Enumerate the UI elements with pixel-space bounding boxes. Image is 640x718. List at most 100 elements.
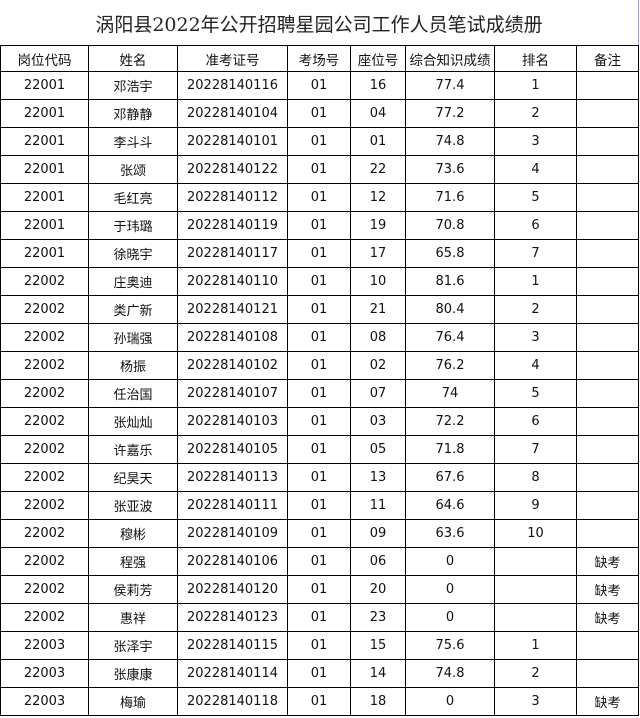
cell-rank: 2 (494, 659, 577, 688)
cell-exam-room: 01 (287, 127, 351, 156)
cell-position-code: 22002 (0, 351, 89, 380)
cell-remark: 缺考 (576, 575, 639, 604)
cell-seat-number: 16 (350, 71, 406, 100)
cell-rank: 9 (494, 491, 577, 520)
cell-name: 张康康 (88, 659, 178, 688)
cell-exam-number: 20228140102 (177, 351, 288, 380)
cell-rank: 1 (494, 631, 577, 660)
cell-position-code: 22002 (0, 407, 89, 436)
cell-exam-room: 01 (287, 603, 351, 632)
cell-exam-room: 01 (287, 547, 351, 576)
header-rank: 排名 (494, 45, 577, 72)
cell-exam-room: 01 (287, 71, 351, 100)
table-row: 22003 张康康 20228140114 01 14 74.8 2 (0, 659, 639, 688)
cell-name: 杨振 (88, 351, 178, 380)
cell-remark (576, 351, 639, 380)
cell-remark (576, 323, 639, 352)
cell-rank (494, 575, 577, 604)
cell-score: 75.6 (405, 631, 495, 660)
cell-rank: 2 (494, 295, 577, 324)
table-row: 22002 庄奥迪 20228140110 01 10 81.6 1 (0, 267, 639, 296)
cell-exam-room: 01 (287, 183, 351, 212)
cell-exam-room: 01 (287, 267, 351, 296)
cell-position-code: 22001 (0, 183, 89, 212)
cell-rank: 4 (494, 351, 577, 380)
cell-score: 74 (405, 379, 495, 408)
cell-score: 0 (405, 687, 495, 716)
cell-remark (576, 631, 639, 660)
cell-seat-number: 02 (350, 351, 406, 380)
table-row: 22002 程强 20228140106 01 06 0 缺考 (0, 547, 639, 576)
cell-remark (576, 155, 639, 184)
header-seat-number: 座位号 (350, 45, 406, 72)
cell-remark (576, 463, 639, 492)
cell-exam-number: 20228140106 (177, 547, 288, 576)
cell-name: 张亚波 (88, 491, 178, 520)
cell-exam-number: 20228140108 (177, 323, 288, 352)
cell-rank: 5 (494, 183, 577, 212)
cell-exam-room: 01 (287, 575, 351, 604)
cell-seat-number: 07 (350, 379, 406, 408)
cell-seat-number: 09 (350, 519, 406, 548)
cell-name: 毛红亮 (88, 183, 178, 212)
cell-rank: 3 (494, 687, 577, 716)
cell-seat-number: 05 (350, 435, 406, 464)
cell-rank (494, 603, 577, 632)
header-name: 姓名 (88, 45, 178, 72)
cell-seat-number: 15 (350, 631, 406, 660)
cell-name: 许嘉乐 (88, 435, 178, 464)
table-row: 22001 毛红亮 20228140112 01 12 71.6 5 (0, 183, 639, 212)
cell-position-code: 22002 (0, 575, 89, 604)
table-row: 22001 张颂 20228140122 01 22 73.6 4 (0, 155, 639, 184)
score-table: 岗位代码 姓名 准考证号 考场号 座位号 综合知识成绩 排名 备注 22001 邓浩宇 20228… (0, 45, 639, 716)
cell-exam-number: 20228140122 (177, 155, 288, 184)
cell-seat-number: 04 (350, 99, 406, 128)
cell-exam-number: 20228140120 (177, 575, 288, 604)
cell-exam-number: 20228140109 (177, 519, 288, 548)
cell-exam-number: 20228140119 (177, 211, 288, 240)
table-row: 22001 邓静静 20228140104 01 04 77.2 2 (0, 99, 639, 128)
cell-name: 邓浩宇 (88, 71, 178, 100)
cell-score: 71.8 (405, 435, 495, 464)
cell-seat-number: 18 (350, 687, 406, 716)
cell-name: 徐晓宇 (88, 239, 178, 268)
cell-position-code: 22001 (0, 211, 89, 240)
cell-exam-room: 01 (287, 519, 351, 548)
cell-remark (576, 519, 639, 548)
header-row: 岗位代码 姓名 准考证号 考场号 座位号 综合知识成绩 排名 备注 (0, 45, 639, 72)
header-exam-number: 准考证号 (177, 45, 288, 72)
cell-position-code: 22002 (0, 547, 89, 576)
cell-position-code: 22001 (0, 99, 89, 128)
cell-exam-number: 20228140101 (177, 127, 288, 156)
cell-exam-number: 20228140123 (177, 603, 288, 632)
cell-exam-room: 01 (287, 407, 351, 436)
cell-exam-number: 20228140103 (177, 407, 288, 436)
cell-exam-room: 01 (287, 211, 351, 240)
cell-position-code: 22003 (0, 659, 89, 688)
cell-score: 76.2 (405, 351, 495, 380)
cell-rank: 10 (494, 519, 577, 548)
cell-exam-number: 20228140110 (177, 267, 288, 296)
table-row: 22002 孙瑞强 20228140108 01 08 76.4 3 (0, 323, 639, 352)
cell-exam-room: 01 (287, 239, 351, 268)
cell-seat-number: 03 (350, 407, 406, 436)
cell-position-code: 22002 (0, 519, 89, 548)
cell-position-code: 22003 (0, 687, 89, 716)
cell-remark (576, 435, 639, 464)
cell-position-code: 22003 (0, 631, 89, 660)
cell-name: 庄奥迪 (88, 267, 178, 296)
cell-rank (494, 547, 577, 576)
cell-remark (576, 239, 639, 268)
table-row: 22001 邓浩宇 20228140116 01 16 77.4 1 (0, 71, 639, 100)
cell-seat-number: 10 (350, 267, 406, 296)
cell-score: 81.6 (405, 267, 495, 296)
cell-name: 张泽宇 (88, 631, 178, 660)
cell-seat-number: 20 (350, 575, 406, 604)
header-position-code: 岗位代码 (0, 45, 89, 72)
cell-rank: 5 (494, 379, 577, 408)
cell-score: 0 (405, 603, 495, 632)
cell-rank: 3 (494, 323, 577, 352)
cell-name: 程强 (88, 547, 178, 576)
cell-rank: 2 (494, 99, 577, 128)
